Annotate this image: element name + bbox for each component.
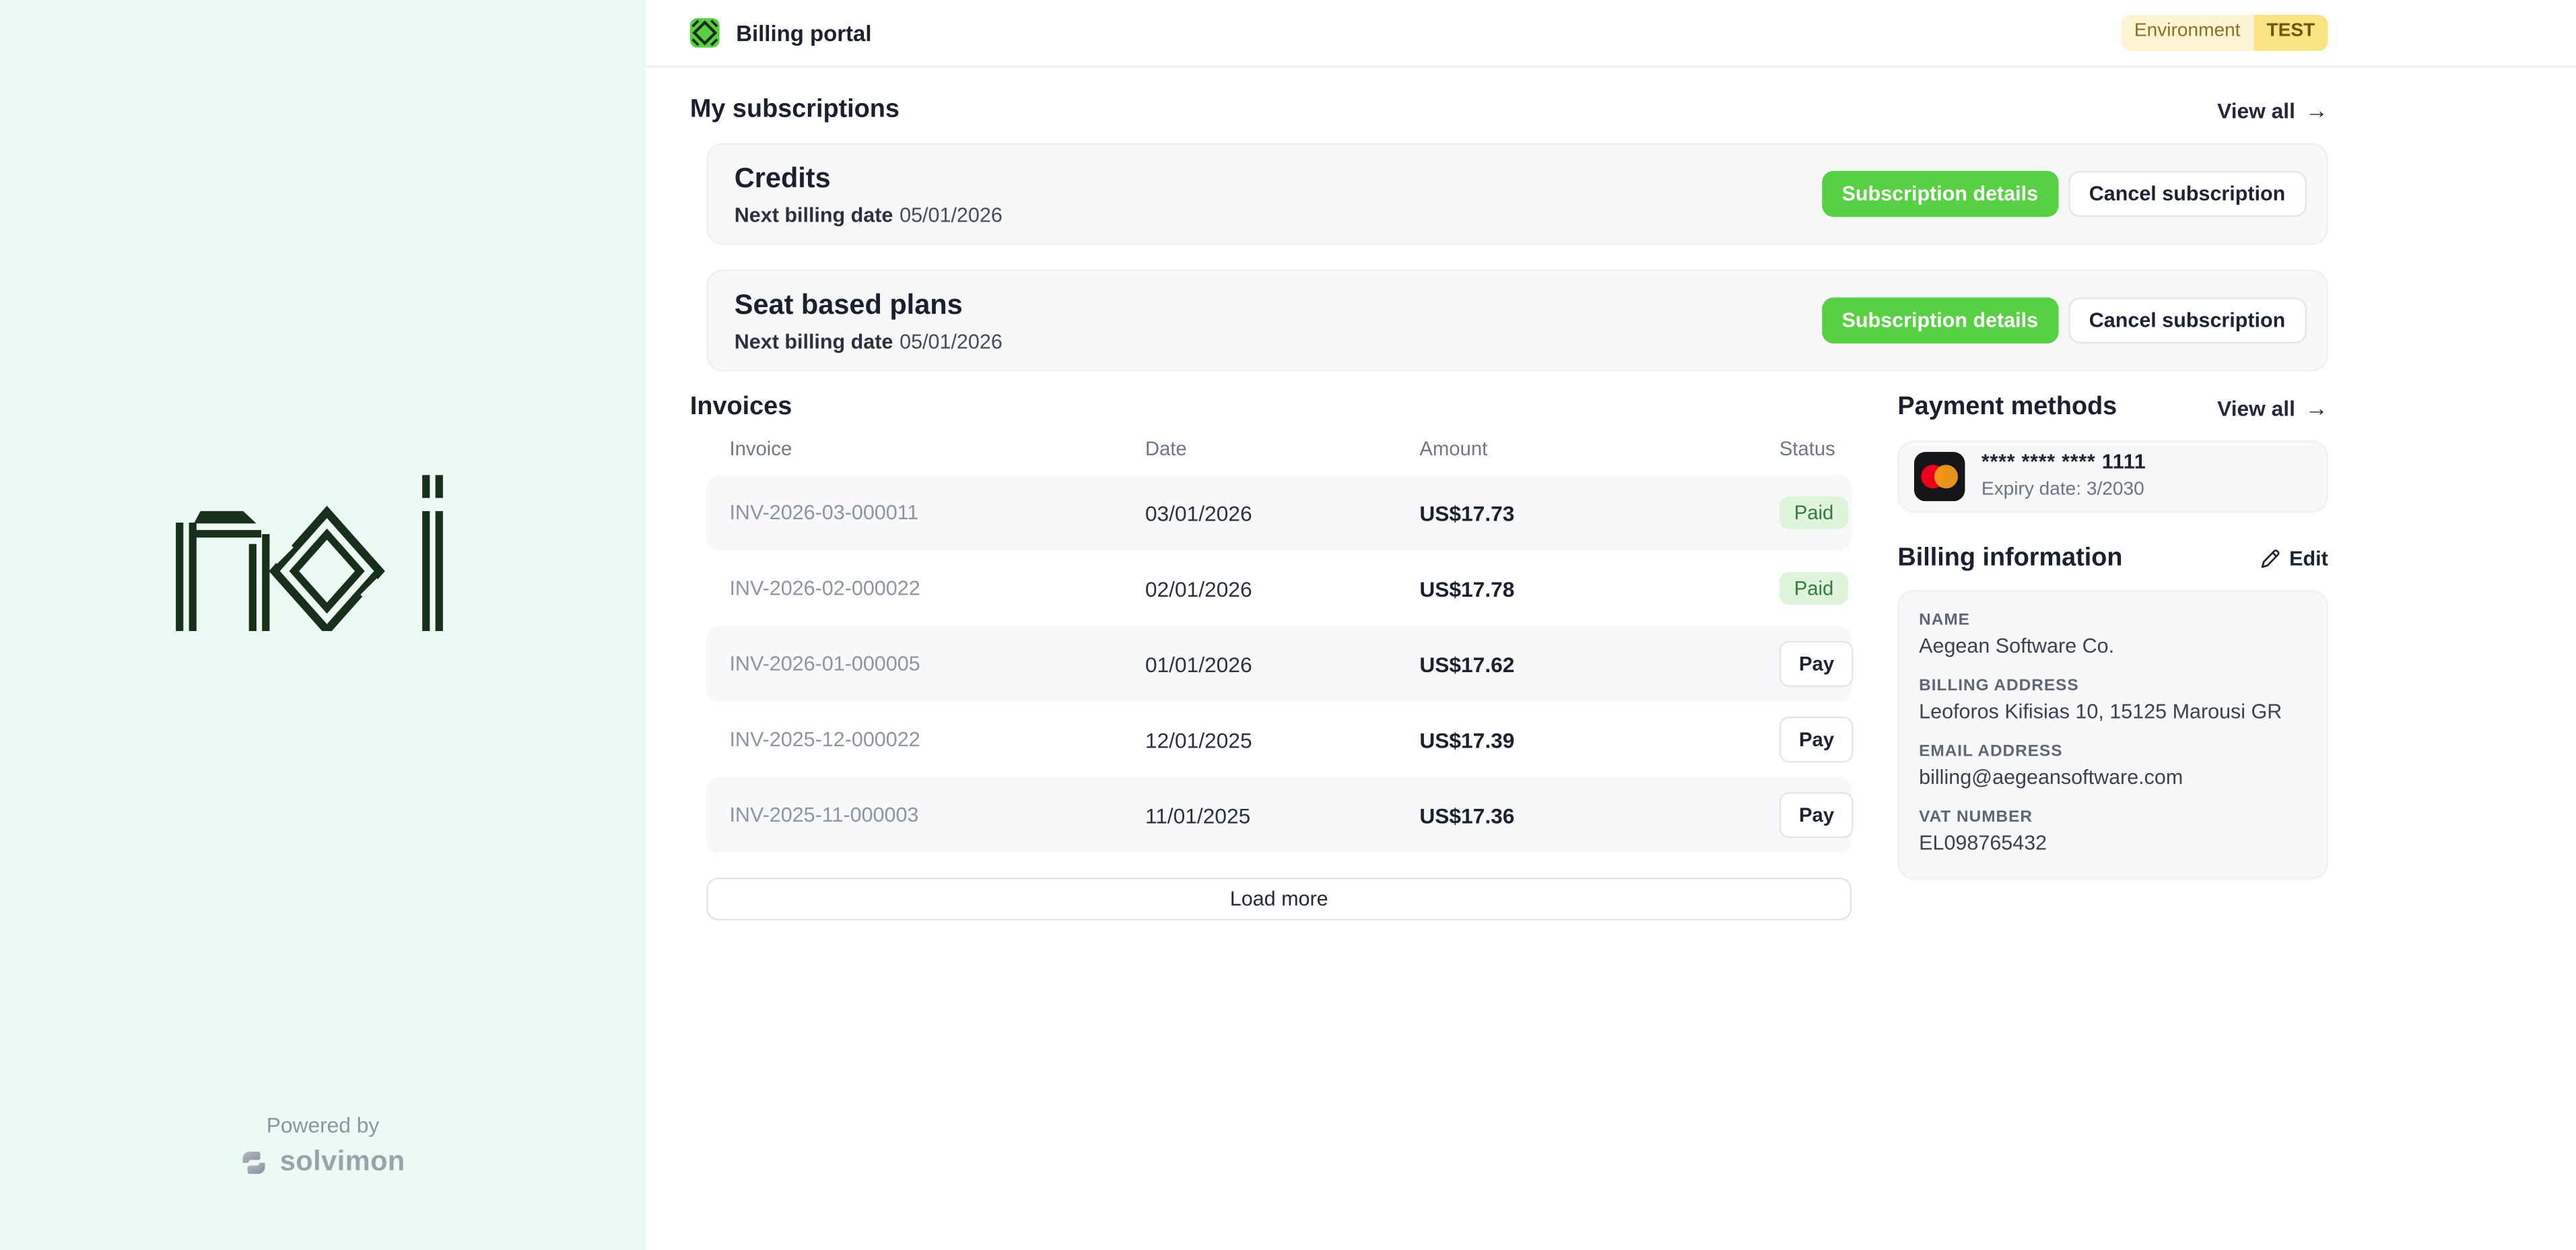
page-title: Billing portal: [736, 20, 872, 46]
field-label: BILLING ADDRESS: [1919, 677, 2079, 696]
invoices-table-header: Invoice Date Amount Status: [706, 421, 1852, 475]
table-row: INV-2026-01-000005 01/01/2026 US$17.62 P…: [706, 626, 1854, 702]
invoices-title: Invoices: [689, 393, 792, 421]
invoice-amount: US$17.36: [1419, 803, 1515, 828]
invoice-date: 12/01/2025: [1145, 727, 1252, 752]
column-header-amount: Amount: [1419, 437, 1488, 461]
main-panel: My subscriptions View all → Credits Next…: [646, 95, 2328, 921]
field-value: Aegean Software Co.: [1919, 634, 2115, 658]
environment-badge-value: TEST: [2253, 15, 2328, 51]
billing-field-vat-number: VAT NUMBER EL098765432: [1919, 809, 2307, 855]
noi-logo: [176, 475, 443, 632]
card-expiry: Expiry date: 3/2030: [1981, 480, 2144, 500]
load-more-button[interactable]: Load more: [706, 878, 1852, 921]
cancel-subscription-button[interactable]: Cancel subscription: [2068, 170, 2307, 218]
arrow-right-icon: →: [2305, 96, 2328, 124]
payment-methods-view-all-link[interactable]: View all →: [2217, 395, 2328, 421]
billing-field-email-address: EMAIL ADDRESS billing@aegeansoftware.com: [1919, 743, 2307, 789]
field-label: EMAIL ADDRESS: [1919, 742, 2063, 761]
invoice-id: INV-2025-11-000003: [729, 803, 919, 827]
paid-status-badge: Paid: [1779, 572, 1849, 605]
invoice-id: INV-2026-02-000022: [729, 577, 920, 600]
view-all-label: View all: [2217, 98, 2295, 123]
invoice-amount: US$17.73: [1419, 500, 1515, 525]
billing-information-title: Billing information: [1897, 544, 2123, 572]
next-billing-label: Next billing date: [734, 330, 893, 354]
pencil-icon: [2262, 550, 2280, 568]
brand-sidebar: Powered by solvimon: [0, 0, 646, 1250]
invoices-section: Invoices Invoice Date Amount Status INV-…: [689, 393, 1854, 921]
column-header-invoice: Invoice: [729, 437, 792, 461]
table-row: INV-2026-03-000011 03/01/2026 US$17.73 P…: [706, 475, 1852, 551]
billing-field-name: NAME Aegean Software Co.: [1919, 612, 2307, 657]
billing-information-card: NAME Aegean Software Co. BILLING ADDRESS…: [1897, 590, 2328, 880]
field-value: billing@aegeansoftware.com: [1919, 766, 2183, 789]
solvimon-icon: [243, 1150, 266, 1173]
billing-information-section-head: Billing information Edit: [1897, 544, 2328, 572]
view-all-label: View all: [2217, 395, 2295, 420]
subscriptions-view-all-link[interactable]: View all →: [2217, 97, 2328, 123]
subscription-details-button[interactable]: Subscription details: [1822, 170, 2058, 218]
card-number-masked: **** **** **** 1111: [1981, 451, 2146, 474]
invoice-amount: US$17.39: [1419, 727, 1515, 752]
invoice-id: INV-2026-03-000011: [729, 501, 919, 525]
subscription-details-button[interactable]: Subscription details: [1822, 297, 2058, 344]
billing-field-billing-address: BILLING ADDRESS Leoforos Kifisias 10, 15…: [1919, 677, 2307, 723]
subscription-card-seat-based-plans: Seat based plans Next billing date 05/01/…: [706, 269, 2328, 372]
payment-methods-section-head: Payment methods View all →: [1897, 393, 2328, 421]
subscription-name: Credits: [734, 162, 831, 194]
next-billing-date: 05/01/2026: [900, 330, 1003, 354]
pay-button[interactable]: Pay: [1779, 640, 1854, 688]
cancel-subscription-button[interactable]: Cancel subscription: [2068, 297, 2307, 344]
billing-portal-logo-icon: [689, 18, 720, 48]
right-column: Payment methods View all →: [1897, 393, 2328, 880]
next-billing-date: 05/01/2026: [900, 203, 1003, 227]
content-area: Billing portal Environment TEST My subsc…: [645, 0, 2576, 1250]
pay-button[interactable]: Pay: [1779, 792, 1854, 838]
invoice-date: 02/01/2026: [1145, 576, 1252, 601]
powered-by-label: Powered by: [266, 1113, 380, 1138]
top-bar: Billing portal Environment TEST: [645, 0, 2576, 68]
invoice-id: INV-2026-01-000005: [729, 652, 920, 676]
invoice-date: 11/01/2025: [1145, 803, 1251, 828]
invoice-date: 03/01/2026: [1145, 500, 1252, 525]
mastercard-icon: [1913, 452, 1965, 502]
field-value: Leoforos Kifisias 10, 15125 Marousi GR: [1919, 700, 2282, 723]
environment-badge: Environment TEST: [2121, 15, 2328, 51]
invoice-date: 01/01/2026: [1145, 651, 1252, 677]
solvimon-wordmark: solvimon: [279, 1145, 405, 1177]
arrow-right-icon: →: [2305, 394, 2328, 421]
field-value: EL098765432: [1919, 831, 2047, 855]
invoice-id: INV-2025-12-000022: [729, 728, 920, 752]
pay-button[interactable]: Pay: [1779, 716, 1854, 763]
subscriptions-title: My subscriptions: [689, 95, 900, 124]
table-row: INV-2026-02-000022 02/01/2026 US$17.78 P…: [706, 550, 1852, 626]
subscription-card-credits: Credits Next billing date 05/01/2026 Subs…: [706, 143, 2328, 245]
column-header-date: Date: [1145, 437, 1187, 461]
paid-status-badge: Paid: [1779, 496, 1849, 529]
invoice-amount: US$17.78: [1419, 576, 1515, 601]
field-label: VAT NUMBER: [1919, 808, 2033, 827]
edit-label: Edit: [2289, 547, 2328, 570]
environment-badge-label: Environment: [2121, 15, 2254, 51]
invoice-amount: US$17.62: [1419, 651, 1515, 677]
payment-methods-title: Payment methods: [1897, 393, 2117, 421]
subscription-name: Seat based plans: [734, 289, 963, 321]
subscriptions-section: My subscriptions View all → Credits Next…: [689, 95, 2328, 372]
next-billing-label: Next billing date: [734, 203, 893, 227]
table-row: INV-2025-11-000003 11/01/2025 US$17.36 P…: [706, 777, 1854, 853]
table-row: INV-2025-12-000022 12/01/2025 US$17.39 P…: [706, 701, 1854, 778]
invoices-table: Invoice Date Amount Status INV-2026-03-0…: [706, 421, 1854, 853]
powered-by-footer: Powered by solvimon: [0, 1113, 646, 1179]
column-header-status: Status: [1779, 437, 1835, 461]
edit-billing-information-button[interactable]: Edit: [2262, 548, 2328, 570]
payment-method-card: **** **** **** 1111 Expiry date: 3/2030: [1897, 440, 2328, 513]
field-label: NAME: [1919, 611, 1970, 630]
